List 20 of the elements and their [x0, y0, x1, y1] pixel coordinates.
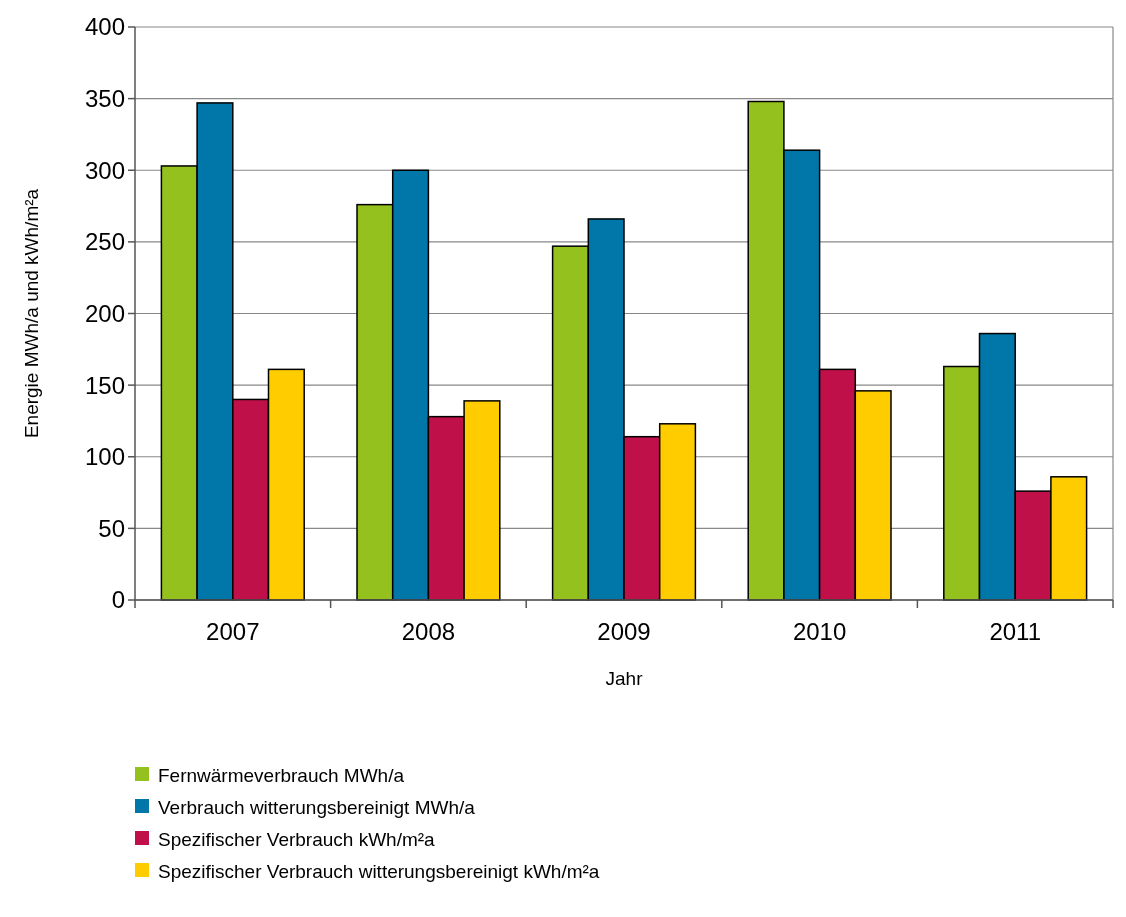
y-tick-label: 100 — [84, 443, 125, 471]
y-tick-label: 200 — [84, 299, 125, 327]
y-tick-label: 400 — [84, 13, 125, 41]
y-tick-label: 50 — [98, 514, 125, 542]
x-tick-label: 2010 — [792, 618, 847, 645]
legend-label: Verbrauch witterungsbereinigt MWh/a — [158, 796, 476, 818]
x-tick-label: 2007 — [206, 618, 260, 645]
y-tick-label: 300 — [84, 156, 125, 184]
y-axis-title: Energie MWh/a und kWh/m²a — [21, 188, 42, 439]
y-tick-label: 350 — [84, 85, 125, 113]
y-tick-label: 0 — [111, 586, 125, 614]
x-tick-label: 2011 — [989, 618, 1041, 645]
legend-label: Fernwärmeverbrauch MWh/a — [158, 764, 405, 786]
x-tick-label: 2008 — [401, 618, 456, 645]
y-tick-label: 150 — [84, 371, 125, 399]
legend-label: Spezifischer Verbrauch kWh/m²a — [158, 828, 436, 850]
legend-label: Spezifischer Verbrauch witterungsbereinigt kWh/m²a — [158, 860, 600, 882]
x-axis-title: Jahr — [605, 668, 644, 689]
y-tick-label: 250 — [84, 228, 125, 256]
x-tick-label: 2009 — [597, 618, 651, 645]
